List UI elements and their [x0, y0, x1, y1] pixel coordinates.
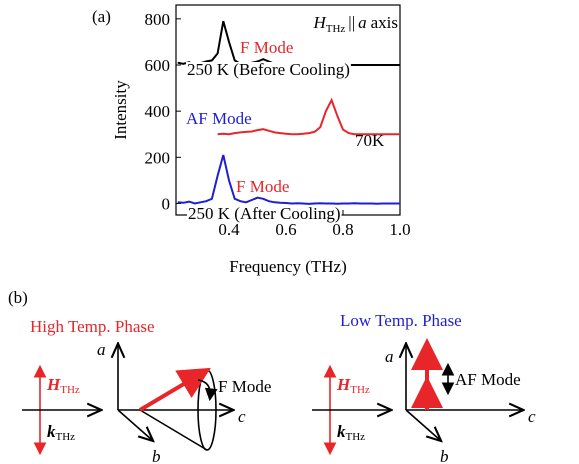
annotation: AF Mode	[186, 109, 252, 128]
diagram: (b) High Temp. Phase Low Temp. Phase HTH…	[8, 288, 536, 464]
y-axis-label: Intensity	[111, 80, 130, 140]
axis-label: a	[97, 340, 106, 359]
x-tick-label: 0.6	[275, 220, 296, 239]
h-label: HTHz	[336, 375, 370, 396]
precession-arrow	[197, 379, 218, 402]
axis-label: b	[152, 447, 161, 464]
title-part: a	[358, 13, 367, 32]
k-text: k	[337, 422, 346, 441]
panel-label: (b)	[8, 288, 28, 307]
axis-b	[117, 409, 152, 440]
y-tick-label: 800	[145, 10, 171, 29]
x-tick-label: 1.0	[389, 220, 410, 239]
chart: (a) HTHz || a axis Frequency (THz) Intensit…	[92, 4, 411, 276]
y-tick-label: 200	[145, 148, 171, 167]
y-tick-label: 0	[162, 194, 171, 213]
x-tick-label: 0.4	[218, 220, 240, 239]
y-tick-label: 600	[145, 56, 171, 75]
title-part: THz	[326, 23, 346, 35]
title-part: ||	[348, 13, 355, 32]
h-label: HTHz	[46, 375, 80, 396]
y-tick-label: 400	[145, 102, 171, 121]
x-tick-label: 0.8	[332, 220, 353, 239]
axis-label: a	[385, 347, 394, 366]
phase-title: High Temp. Phase	[30, 317, 155, 336]
x-axis-label: Frequency (THz)	[229, 257, 347, 276]
series-label: 250 K (Before Cooling)	[187, 60, 350, 79]
series-line	[217, 97, 400, 136]
k-text: k	[47, 422, 56, 441]
spin-arrow	[138, 367, 211, 412]
phase-title: Low Temp. Phase	[340, 311, 462, 330]
mode-label: AF Mode	[455, 370, 521, 389]
panel-label: (a)	[92, 7, 111, 26]
annotation: F Mode	[236, 177, 289, 196]
series-label: 250 K (After Cooling)	[188, 204, 341, 223]
axis-b	[405, 409, 440, 440]
chart-title: HTHz || a axis	[312, 13, 398, 35]
label-bg	[187, 206, 342, 221]
annotation: F Mode	[240, 38, 293, 57]
mode-label: F Mode	[218, 377, 271, 396]
series-label: 70K	[355, 131, 385, 150]
axis-label: b	[440, 447, 449, 464]
k-sub: THz	[346, 431, 366, 443]
title-part: axis	[371, 13, 398, 32]
axis-label: c	[528, 407, 536, 426]
title-part: H	[312, 13, 327, 32]
h-sub: THz	[60, 384, 80, 396]
k-label: kTHz	[47, 422, 75, 443]
h-text: H	[46, 375, 61, 394]
axis-label: c	[238, 407, 246, 426]
label-bg	[186, 62, 351, 77]
h-sub: THz	[350, 384, 370, 396]
h-text: H	[336, 375, 351, 394]
k-sub: THz	[56, 431, 76, 443]
k-label: kTHz	[337, 422, 365, 443]
series-line	[177, 154, 400, 205]
